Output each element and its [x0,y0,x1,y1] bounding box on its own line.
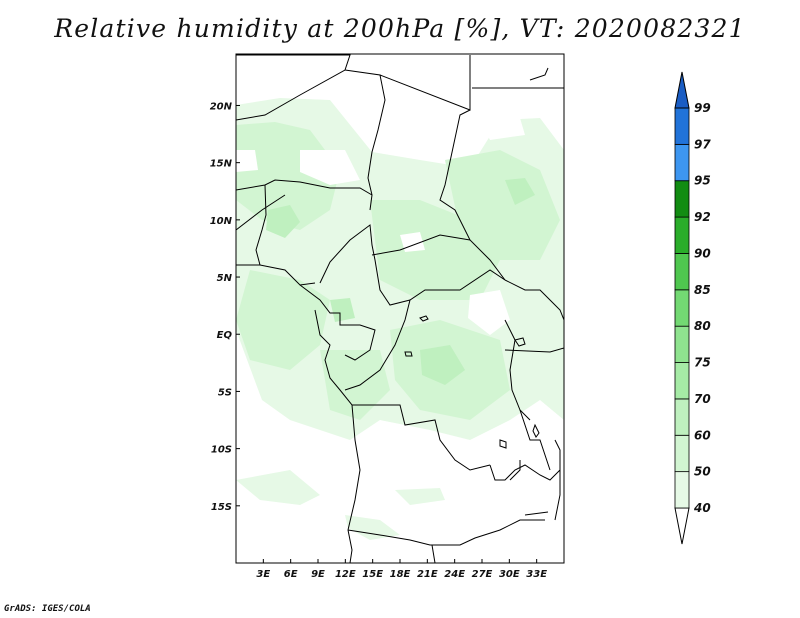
humidity-contour-region [300,150,360,185]
colorbar-high-extend [674,71,690,109]
lake-outline [514,337,526,347]
humidity-contour-region [266,205,300,238]
colorbar-level-label: 60 [694,428,711,442]
border-line [236,264,316,286]
lat-tick-label: 10S [211,445,232,456]
colorbar-level-label: 70 [694,392,711,406]
border-line [554,439,561,521]
colorbar-level-label: 95 [694,174,711,188]
colorbar-segment [674,253,690,291]
colorbar-segment [674,362,690,400]
border-line [519,409,551,471]
lon-tick-label: 21E [417,569,438,580]
lon-tick-label: 33E [526,569,547,580]
lat-tick-label: 5S [218,387,232,398]
humidity-contour-region [236,150,258,172]
colorbar-segment [674,471,690,509]
humidity-contour-region [330,298,355,322]
humidity-contour-region [468,290,510,335]
humidity-contour-region [400,232,425,252]
border-line [314,309,361,531]
lon-tick-label: 27E [472,569,493,580]
lon-tick-label: 18E [390,569,411,580]
humidity-contour-region [505,178,535,205]
border-line [509,460,521,481]
humidity-shading [236,98,564,540]
map-title: Relative humidity at 200hPa [%], VT: 202… [54,14,746,43]
colorbar-segment [674,216,690,254]
lon-tick-label: 3E [256,569,270,580]
border-line [344,69,386,211]
colorbar-level-label: 99 [694,101,711,115]
humidity-contour-region [395,488,445,505]
border-line [344,299,411,391]
humidity-contour-region [236,270,330,370]
latitude-axis: 20N 15N 10N 5N EQ 5S 10S 15S [210,101,240,513]
lon-tick-label: 30E [499,569,520,580]
lat-tick-label: 20N [210,101,233,112]
humidity-contour-region [320,350,390,420]
colorbar-segment [674,143,690,182]
colorbar-level-label: 50 [694,465,711,479]
border-line [255,184,267,266]
lat-tick-label: 15S [211,502,232,513]
colorbar-segment [674,289,690,327]
colorbar-level-label: 85 [694,283,711,297]
humidity-contour-region [420,345,465,385]
border-line [347,529,353,563]
lat-tick-label: 10N [210,216,233,227]
colorbar-level-label: 40 [693,501,711,515]
colorbar-level-label: 90 [694,246,711,260]
lon-tick-label: 9E [311,569,325,580]
colorbar-low-extend [674,507,690,545]
lon-tick-label: 6E [284,569,298,580]
border-line [504,279,564,321]
border-line [504,347,564,353]
lat-tick-label: 15N [210,159,233,170]
colorbar-segment [674,325,690,363]
colorbar-segment [674,180,690,218]
lake-outline [532,423,540,438]
border-line [236,54,351,121]
humidity-contour-region [236,122,340,230]
border-line [529,67,549,81]
colorbar-level-label: 75 [694,356,711,370]
country-borders [236,54,564,563]
colorbar: 40 50 60 70 75 80 85 90 92 95 97 99 [674,71,711,545]
border-line [371,234,471,256]
border-line [352,404,491,471]
colorbar-segment [674,398,690,436]
lon-tick-label: 12E [335,569,356,580]
border-line [524,511,549,516]
colorbar-level-label: 92 [694,210,711,224]
lat-tick-label: EQ [217,330,233,341]
lake-outline [404,351,413,357]
colorbar-level-label: 97 [694,137,711,151]
colorbar-level-label: 80 [694,319,711,333]
humidity-contour-region [445,150,560,260]
colorbar-segment [674,434,690,473]
longitude-axis: 3E 6E 9E 12E 15E 18E 21E 24E 27E 30E 33E [256,559,547,580]
border-line [504,319,531,421]
border-line [319,224,506,306]
border-line [236,194,286,231]
lon-tick-label: 24E [444,569,465,580]
border-line [431,544,436,563]
border-line [347,519,545,546]
border-line [379,55,471,111]
lake-outline [419,315,429,322]
border-line [299,284,376,361]
humidity-contour-region [236,470,320,505]
credit-label: GrADS: IGES/COLA [4,604,91,614]
lat-tick-label: 5N [217,273,233,284]
colorbar-segment [674,107,690,145]
lake-outline [499,439,507,449]
humidity-contour-region [480,118,525,140]
border-line [439,109,506,281]
humidity-contour-region [345,515,400,540]
lon-tick-label: 15E [362,569,383,580]
